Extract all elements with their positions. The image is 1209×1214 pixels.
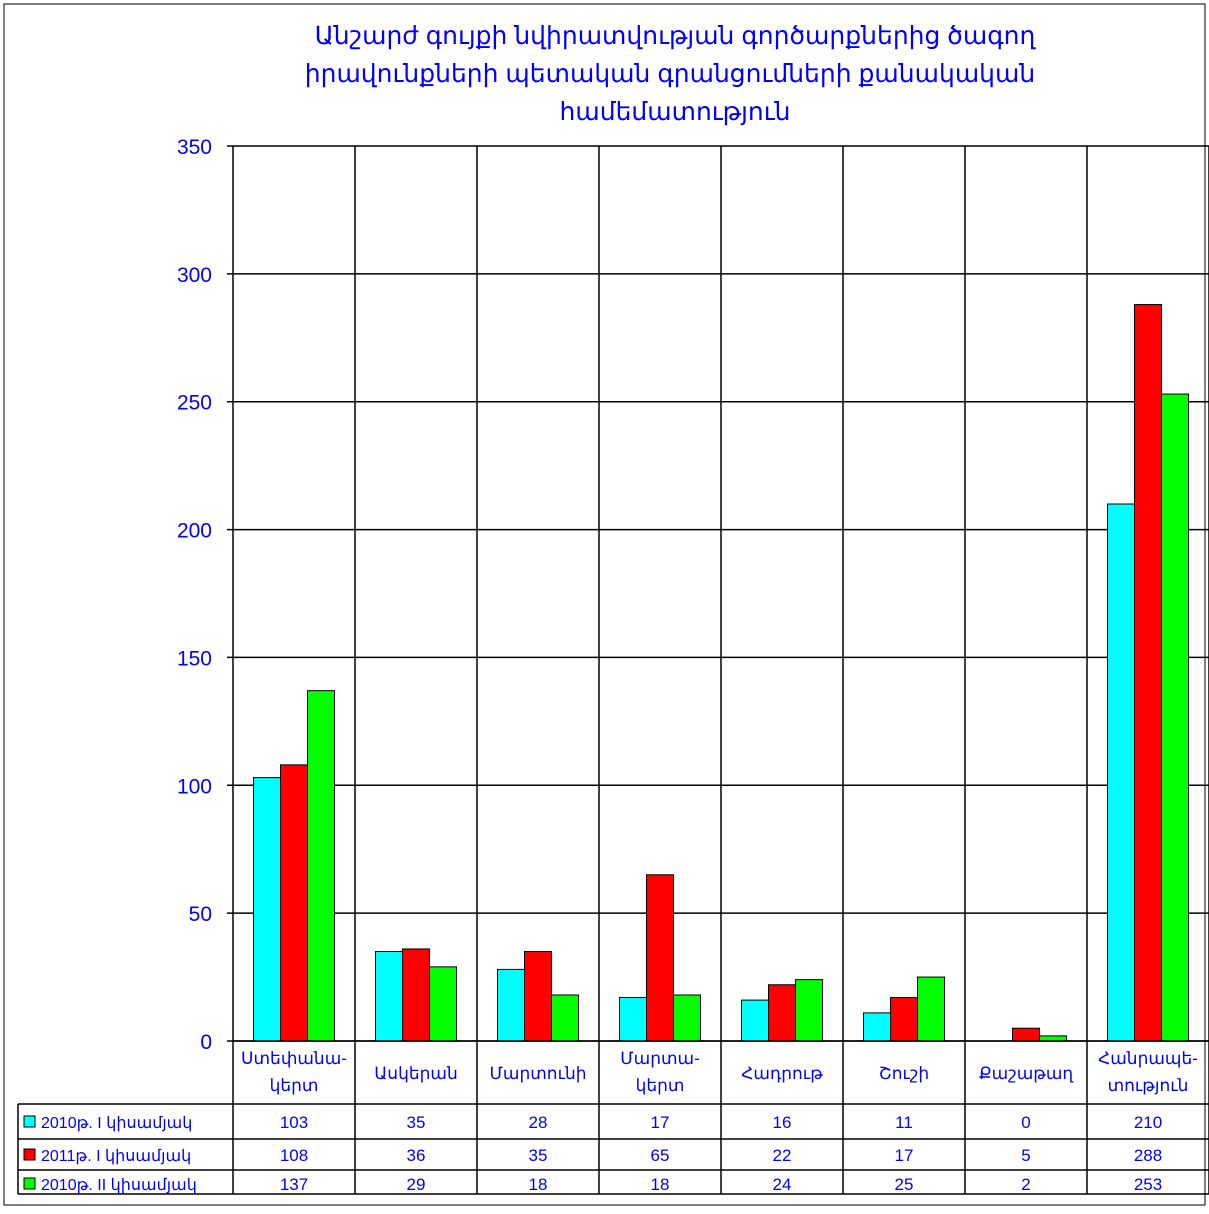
table-value: 36 xyxy=(407,1146,426,1165)
x-category-label: կերտ xyxy=(270,1076,319,1095)
bar-series-3-cat-2 xyxy=(429,966,457,1042)
legend-series-name: 2010թ. I կիսամյակ xyxy=(41,1115,192,1132)
bar-series-3-cat-6 xyxy=(917,976,945,1042)
table-value: 35 xyxy=(529,1146,548,1165)
bar-series-3-cat-5 xyxy=(795,979,823,1042)
bar-series-3-cat-1 xyxy=(307,690,335,1042)
table-value: 253 xyxy=(1134,1175,1162,1194)
table-value: 35 xyxy=(407,1113,426,1132)
bar-series-3-cat-7 xyxy=(1039,1035,1067,1042)
bar-series-1-cat-4 xyxy=(619,997,647,1042)
table-value: 5 xyxy=(1021,1146,1030,1165)
x-category-label: Քաշաթաղ xyxy=(979,1064,1075,1083)
bar-series-3-cat-3 xyxy=(551,994,579,1042)
y-tick-label: 350 xyxy=(177,136,212,159)
y-tick-label: 200 xyxy=(177,520,212,543)
bar-series-1-cat-6 xyxy=(863,1012,891,1042)
bar-series-2-cat-3 xyxy=(524,951,552,1042)
bar-series-2-cat-1 xyxy=(280,764,308,1042)
table-value: 18 xyxy=(529,1175,548,1194)
table-value: 108 xyxy=(280,1146,308,1165)
x-category-label: Ասկերան xyxy=(374,1064,457,1083)
table-value: 25 xyxy=(895,1175,914,1194)
table-value: 65 xyxy=(651,1146,670,1165)
table-value: 17 xyxy=(895,1146,914,1165)
bar-series-3-cat-8 xyxy=(1161,393,1189,1042)
chart-title-line-2: իրավունքների պետական գրանցումների քանակա… xyxy=(305,60,1035,88)
bar-series-3-cat-4 xyxy=(673,994,701,1042)
bar-series-1-cat-8 xyxy=(1107,503,1135,1042)
bar-series-2-cat-5 xyxy=(768,984,796,1042)
x-category-label: կերտ xyxy=(636,1076,685,1095)
x-category-label: տություն xyxy=(1108,1076,1189,1095)
legend-series-name: 2010թ. II կիսամյակ xyxy=(41,1177,197,1194)
bar-series-1-cat-5 xyxy=(741,999,769,1042)
y-axis-ticks: 0 50 100 150 200 250 300 350 xyxy=(177,136,212,1054)
x-category-label: Մարտա- xyxy=(620,1049,700,1068)
bar-series-2-cat-8 xyxy=(1134,304,1162,1042)
y-tick-label: 100 xyxy=(177,775,212,798)
chart-border xyxy=(3,3,1206,1206)
table-value: 11 xyxy=(895,1113,913,1132)
y-tick-label: 0 xyxy=(200,1031,212,1054)
grid-lines xyxy=(227,145,1209,1194)
legend-key-series-1 xyxy=(23,1115,36,1128)
table-value: 103 xyxy=(280,1113,308,1132)
legend-series-name: 2011թ. I կիսամյակ xyxy=(41,1148,191,1165)
table-value: 0 xyxy=(1021,1113,1030,1132)
bar-series-1-cat-1 xyxy=(253,777,281,1042)
table-value: 2 xyxy=(1021,1175,1030,1194)
x-category-label: Ստեփանա- xyxy=(241,1049,347,1068)
bar-series-1-cat-2 xyxy=(375,951,403,1042)
x-category-label: Հանրապե- xyxy=(1098,1049,1198,1068)
data-table: Ստեփանա-կերտ Ասկերան Մարտունի Մարտա-կերտ Հադ… xyxy=(17,1040,1209,1195)
bar-series-2-cat-6 xyxy=(890,997,918,1042)
y-tick-label: 300 xyxy=(177,264,212,287)
table-value: 22 xyxy=(773,1146,792,1165)
table-value: 28 xyxy=(529,1113,548,1132)
bars xyxy=(253,304,1189,1042)
bar-series-2-cat-7 xyxy=(1012,1027,1040,1042)
table-value: 288 xyxy=(1134,1146,1162,1165)
bar-series-1-cat-3 xyxy=(497,968,525,1042)
y-tick-label: 50 xyxy=(189,903,212,926)
x-category-label: Հադրութ xyxy=(741,1064,823,1083)
table-value: 137 xyxy=(280,1175,308,1194)
x-category-label: Շուշի xyxy=(879,1064,929,1083)
chart-title: Անշարժ գույքի նվիրատվության գործարքներից… xyxy=(305,22,1037,126)
table-value: 24 xyxy=(773,1175,792,1194)
y-tick-label: 250 xyxy=(177,392,212,415)
table-value: 17 xyxy=(651,1113,670,1132)
table-value: 210 xyxy=(1134,1113,1162,1132)
bar-series-2-cat-2 xyxy=(402,948,430,1042)
legend-key-series-2 xyxy=(23,1148,36,1161)
bar-series-2-cat-4 xyxy=(646,874,674,1042)
x-category-label: Մարտունի xyxy=(489,1064,586,1083)
y-tick-label: 150 xyxy=(177,647,212,670)
chart-title-line-3: համեմատություն xyxy=(560,98,791,126)
legend-key-series-3 xyxy=(23,1177,36,1190)
table-value: 16 xyxy=(773,1113,792,1132)
table-value: 29 xyxy=(407,1175,426,1194)
chart-title-line-1: Անշարժ գույքի նվիրատվության գործարքներից… xyxy=(315,22,1037,50)
table-value: 18 xyxy=(651,1175,670,1194)
